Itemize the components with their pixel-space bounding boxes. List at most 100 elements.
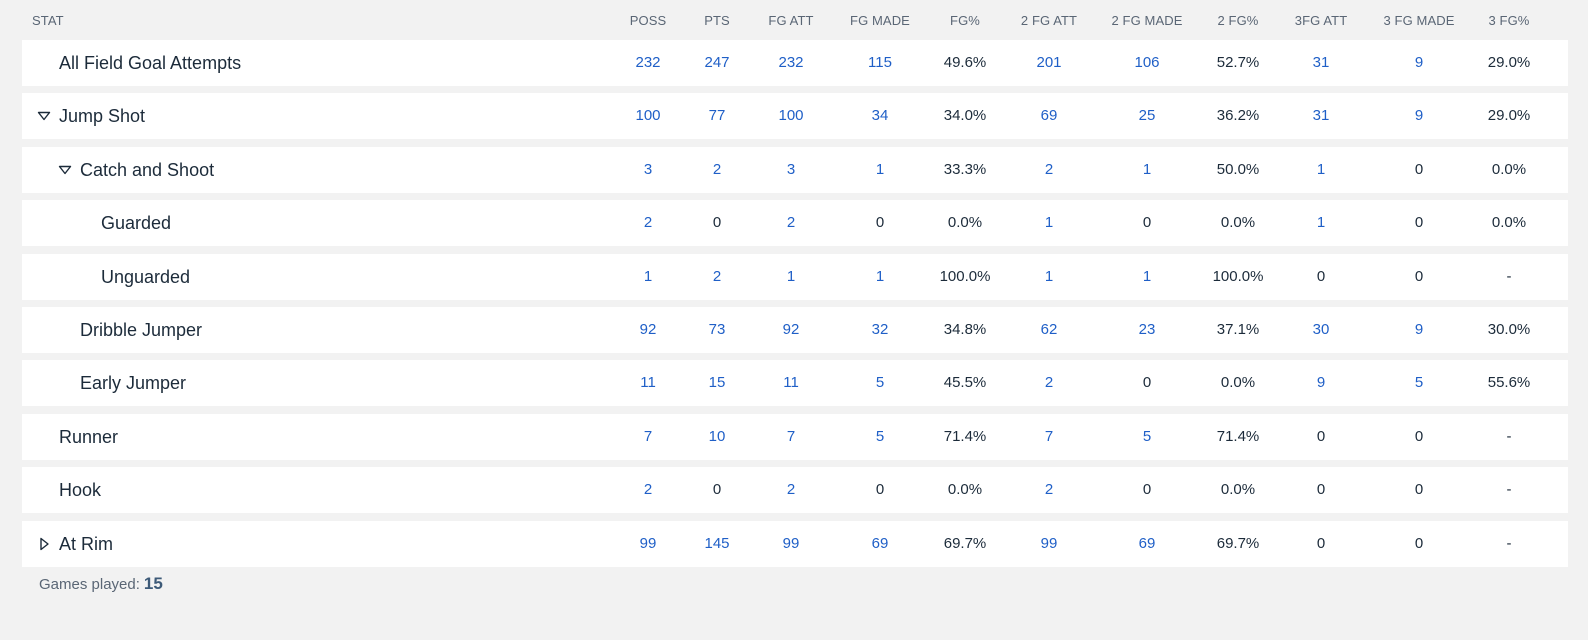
cell-poss[interactable]: 1 (643, 267, 653, 285)
cell-2-fg-att[interactable]: 2 (1044, 374, 1054, 392)
expand-triangle-down-icon[interactable] (58, 163, 72, 177)
cell-pts[interactable]: 2 (712, 267, 722, 285)
cell-2-fg-made[interactable]: 1 (1142, 160, 1152, 178)
cell-2-fg-pct: 0.0% (1220, 214, 1256, 232)
cell-2-fg-pct: 0.0% (1220, 374, 1256, 392)
cell-3fg-att[interactable]: 30 (1312, 320, 1330, 338)
cell-2-fg-made[interactable]: 25 (1138, 107, 1156, 125)
cell-pts[interactable]: 2 (712, 160, 722, 178)
cell-2-fg-pct: 37.1% (1216, 320, 1260, 338)
cell-fg-att[interactable]: 92 (782, 320, 800, 338)
cell-pts: 0 (712, 481, 722, 499)
cell-3fg-att: 0 (1316, 534, 1326, 552)
cell-2-fg-pct: 69.7% (1216, 534, 1260, 552)
cell-2-fg-made[interactable]: 106 (1134, 54, 1160, 71)
cell-2-fg-pct: 52.7% (1216, 54, 1260, 71)
cell-fg-made[interactable]: 1 (875, 267, 885, 285)
header-2fg-att[interactable]: 2 FG ATT (1020, 13, 1078, 28)
header-3fg-pct[interactable]: 3 FG% (1488, 13, 1530, 28)
cell-fg-att[interactable]: 3 (786, 160, 796, 178)
cell-fg-att[interactable]: 99 (782, 534, 800, 552)
row-label: Jump Shot (59, 106, 146, 127)
table-row: At Rim 99 145 99 69 69.7% 99 69 69.7% 0 0 - (22, 520, 1568, 567)
cell-pts[interactable]: 145 (704, 534, 730, 552)
cell-poss[interactable]: 99 (639, 534, 657, 552)
cell-pts[interactable]: 73 (708, 320, 726, 338)
header-2fg-pct[interactable]: 2 FG% (1217, 13, 1259, 28)
cell-fg-att[interactable]: 2 (786, 481, 796, 499)
cell-3fg-att: 0 (1316, 267, 1326, 285)
cell-3-fg-made[interactable]: 9 (1414, 320, 1424, 338)
cell-fg-made[interactable]: 1 (875, 160, 885, 178)
cell-pts[interactable]: 247 (704, 54, 730, 71)
cell-2-fg-att[interactable]: 2 (1044, 481, 1054, 499)
cell-3-fg-made[interactable]: 9 (1414, 107, 1424, 125)
expand-triangle-right-icon[interactable] (37, 537, 51, 551)
cell-poss[interactable]: 3 (643, 160, 653, 178)
cell-2-fg-att[interactable]: 1 (1044, 267, 1054, 285)
cell-poss[interactable]: 92 (639, 320, 657, 338)
cell-fg-att[interactable]: 100 (778, 107, 804, 125)
cell-3fg-att[interactable]: 9 (1316, 374, 1326, 392)
cell-pts[interactable]: 15 (708, 374, 726, 392)
expand-triangle-down-icon[interactable] (37, 109, 51, 123)
cell-fg-made[interactable]: 5 (875, 374, 885, 392)
cell-3-fg-made[interactable]: 9 (1414, 54, 1424, 71)
cell-3fg-att[interactable]: 1 (1316, 214, 1326, 232)
cell-poss[interactable]: 100 (635, 107, 661, 125)
cell-fg-att[interactable]: 11 (783, 374, 799, 392)
cell-fg-att[interactable]: 7 (786, 427, 796, 445)
cell-fg-pct: 34.8% (943, 320, 987, 338)
cell-2-fg-att[interactable]: 69 (1040, 107, 1058, 125)
cell-fg-att[interactable]: 2 (786, 214, 796, 232)
cell-pts[interactable]: 10 (708, 427, 726, 445)
cell-2-fg-att[interactable]: 99 (1040, 534, 1058, 552)
cell-fg-att[interactable]: 1 (786, 267, 796, 285)
cell-2-fg-att[interactable]: 62 (1040, 320, 1058, 338)
cell-poss[interactable]: 11 (640, 374, 656, 392)
cell-3fg-att: 0 (1316, 427, 1326, 445)
header-pts[interactable]: PTS (704, 13, 730, 28)
table-row: Runner 7 10 7 5 71.4% 7 5 71.4% 0 0 - (22, 413, 1568, 460)
header-poss[interactable]: POSS (629, 13, 667, 28)
cell-pts[interactable]: 77 (708, 107, 726, 125)
cell-3-fg-pct: 29.0% (1487, 107, 1531, 125)
cell-3-fg-pct: - (1506, 481, 1512, 499)
cell-poss[interactable]: 232 (635, 54, 661, 71)
table-row: Unguarded 1 2 1 1 100.0% 1 1 100.0% 0 0 - (22, 253, 1568, 300)
cell-2-fg-made[interactable]: 69 (1138, 534, 1156, 552)
cell-3fg-att: 0 (1316, 481, 1326, 499)
cell-2-fg-made[interactable]: 1 (1142, 267, 1152, 285)
header-3fg-att[interactable]: 3FG ATT (1294, 13, 1348, 28)
cell-3fg-att[interactable]: 1 (1316, 160, 1326, 178)
cell-poss[interactable]: 2 (643, 214, 653, 232)
cell-2-fg-made[interactable]: 5 (1142, 427, 1152, 445)
cell-2-fg-att[interactable]: 201 (1036, 54, 1062, 71)
cell-2-fg-made[interactable]: 23 (1138, 320, 1156, 338)
cell-fg-made[interactable]: 5 (875, 427, 885, 445)
cell-2-fg-att[interactable]: 7 (1044, 427, 1054, 445)
cell-fg-made[interactable]: 69 (871, 534, 889, 552)
header-2fg-made[interactable]: 2 FG MADE (1111, 13, 1183, 28)
header-fg-pct[interactable]: FG% (950, 13, 980, 28)
games-played-label: Games played: (39, 576, 140, 593)
cell-poss[interactable]: 2 (643, 481, 653, 499)
header-fg-made[interactable]: FG MADE (850, 13, 910, 28)
cell-poss[interactable]: 7 (643, 427, 653, 445)
cell-fg-made[interactable]: 34 (871, 107, 889, 125)
header-fg-att[interactable]: FG ATT (768, 13, 814, 28)
cell-fg-made[interactable]: 115 (868, 54, 892, 71)
cell-3fg-att[interactable]: 31 (1312, 107, 1330, 125)
cell-2-fg-att[interactable]: 2 (1044, 160, 1054, 178)
cell-fg-att[interactable]: 232 (778, 54, 804, 71)
cell-pts: 0 (712, 214, 722, 232)
header-stat[interactable]: STAT (32, 13, 64, 28)
cell-3-fg-made: 0 (1414, 481, 1424, 499)
cell-3fg-att[interactable]: 31 (1312, 54, 1330, 71)
cell-fg-made[interactable]: 32 (871, 320, 889, 338)
cell-fg-pct: 0.0% (947, 481, 983, 499)
cell-3-fg-made[interactable]: 5 (1414, 374, 1424, 392)
header-3fg-made[interactable]: 3 FG MADE (1383, 13, 1455, 28)
cell-2-fg-att[interactable]: 1 (1044, 214, 1054, 232)
cell-2-fg-made: 0 (1142, 481, 1152, 499)
